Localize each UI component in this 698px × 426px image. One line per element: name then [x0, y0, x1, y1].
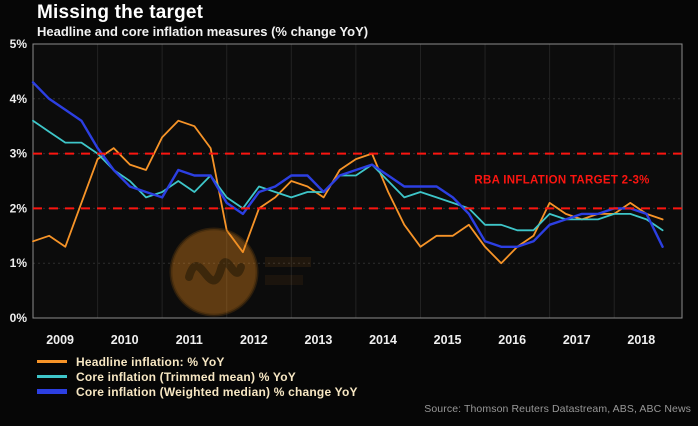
svg-text:5%: 5%: [10, 37, 28, 51]
svg-text:2015: 2015: [434, 333, 462, 347]
svg-text:2012: 2012: [240, 333, 268, 347]
svg-text:2014: 2014: [369, 333, 397, 347]
plot-border: [32, 43, 683, 319]
x-axis-labels: 2009 2010 2011 2012 2013 2014 2015 2016 2017 2018: [46, 333, 655, 347]
legend-item-weighted-median: Core inflation (Weighted median) % chang…: [37, 384, 358, 399]
svg-text:0%: 0%: [10, 311, 28, 325]
svg-text:2%: 2%: [10, 201, 28, 215]
horizontal-gridlines: [33, 98, 682, 264]
svg-text:2009: 2009: [46, 333, 74, 347]
source-credit: Source: Thomson Reuters Datastream, ABS,…: [424, 403, 691, 415]
vertical-gridlines: [97, 44, 615, 318]
legend-swatch-trimmed-mean: [37, 375, 67, 378]
svg-text:2010: 2010: [111, 333, 139, 347]
svg-text:2017: 2017: [563, 333, 591, 347]
legend-label-weighted-median: Core inflation (Weighted median) % chang…: [76, 384, 358, 399]
legend: Headline inflation: % YoY Core inflation…: [37, 354, 358, 399]
legend-item-trimmed-mean: Core inflation (Trimmed mean) % YoY: [37, 369, 358, 384]
legend-label-trimmed-mean: Core inflation (Trimmed mean) % YoY: [76, 369, 296, 384]
legend-label-headline: Headline inflation: % YoY: [76, 354, 225, 369]
legend-swatch-weighted-median: [37, 389, 67, 394]
svg-text:1%: 1%: [10, 256, 28, 270]
series-line-0: [32, 119, 664, 265]
svg-text:3%: 3%: [10, 147, 28, 161]
rba-target-annotation: RBA INFLATION TARGET 2-3%: [474, 175, 649, 187]
page-title: Missing the target: [37, 2, 204, 23]
svg-text:2016: 2016: [498, 333, 526, 347]
legend-swatch-headline: [37, 360, 67, 363]
svg-text:2011: 2011: [176, 333, 203, 347]
chart-subtitle: Headline and core inflation measures (% …: [37, 24, 369, 39]
svg-text:4%: 4%: [10, 92, 28, 106]
svg-text:2013: 2013: [305, 333, 333, 347]
svg-text:2018: 2018: [627, 333, 655, 347]
y-axis-labels: 0% 1% 2% 3% 4% 5%: [10, 37, 28, 325]
inflation-line-chart: RBA INFLATION TARGET 2-3% 0% 1% 2% 3% 4% 5% 200…: [10, 37, 683, 347]
legend-item-headline: Headline inflation: % YoY: [37, 354, 358, 369]
plot-area: [33, 44, 682, 318]
series-line-2: [31, 81, 664, 249]
